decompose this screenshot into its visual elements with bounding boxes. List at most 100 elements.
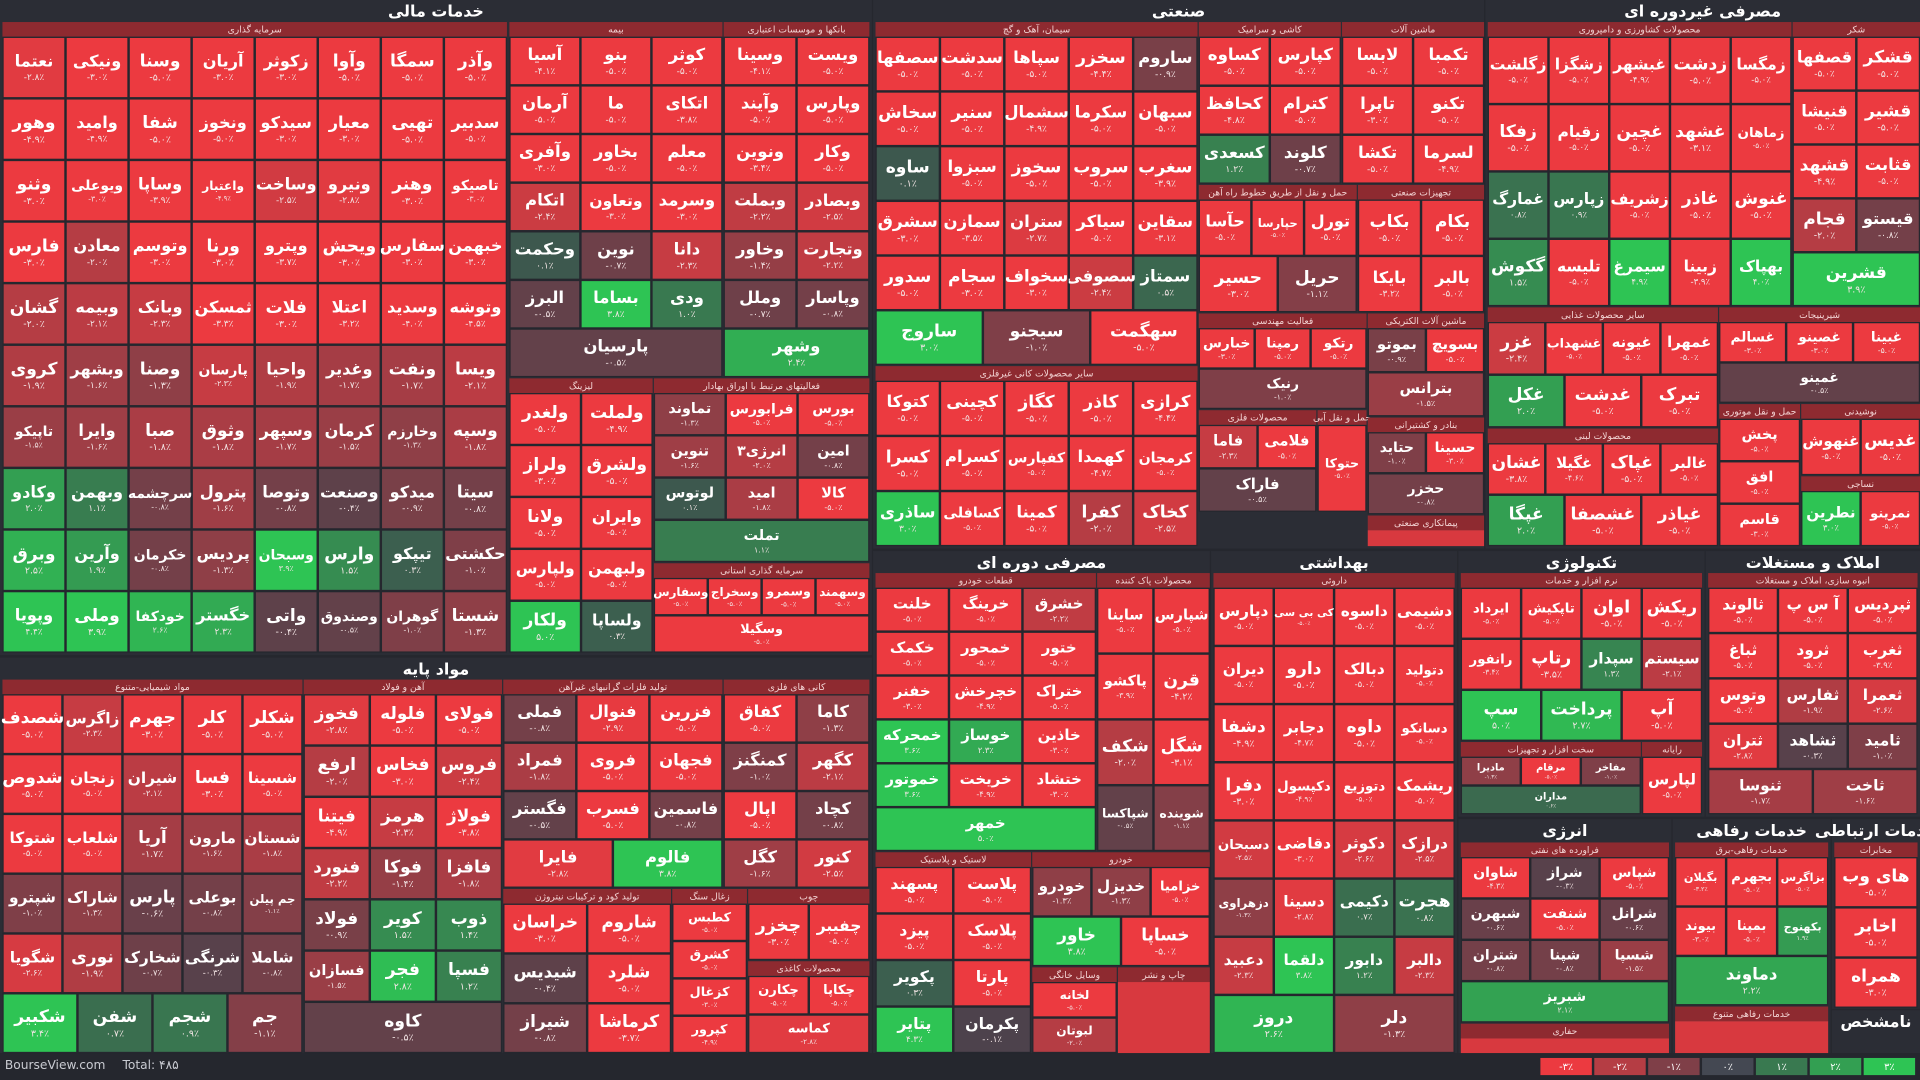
stock-tile <box>948 631 1023 676</box>
stock-ticker: غنوش <box>1735 189 1788 209</box>
stock-change: -۵.۰٪ <box>1796 886 1810 893</box>
stock-tile <box>651 85 723 134</box>
stock-change: -۵.۰٪ <box>903 657 922 667</box>
stock-tile <box>1730 104 1792 172</box>
stock-ticker: فلامی <box>1264 432 1309 449</box>
stock-ticker: وتوشه <box>449 298 501 317</box>
stock-ticker: وآیند <box>741 91 779 113</box>
stock-change: -۵.۰٪ <box>1091 125 1112 135</box>
group-title: شیرینیجات <box>1799 310 1840 321</box>
stock-ticker: دقاضی <box>1277 835 1331 853</box>
stock-ticker: فافزا <box>447 857 492 878</box>
stock-tile <box>1548 171 1610 239</box>
stock-tile <box>128 406 192 468</box>
stock-change: ۰.۱٪ <box>682 503 697 512</box>
stock-change: -۵.۰٪ <box>1438 66 1459 77</box>
stock-tile <box>1394 762 1455 821</box>
stock-change: -۱.۳٪ <box>1485 775 1497 781</box>
stock-tile <box>875 36 940 92</box>
stock-change: -۱.۳٪ <box>1052 896 1071 906</box>
stock-ticker: وسدید <box>387 298 438 317</box>
stock-ticker: هجرت <box>1399 892 1451 912</box>
stock-change: -۱.۰٪ <box>1605 775 1617 781</box>
stock-ticker: آسیا <box>527 43 562 64</box>
stock-change: -۴.۳٪ <box>1487 882 1505 891</box>
stock-ticker: دشیمی <box>1397 602 1452 620</box>
stock-change: -۱.۹٪ <box>23 381 45 392</box>
stock-ticker: تکشا <box>1358 143 1397 162</box>
stock-change: -۵.۰٪ <box>1295 66 1316 77</box>
stock-tile <box>435 848 503 900</box>
stock-ticker: دسینا <box>1283 893 1325 911</box>
group-title: محصولات فلزی <box>1228 413 1288 424</box>
stock-change: -۰.۷٪ <box>143 967 162 977</box>
stock-ticker: امین <box>817 443 850 459</box>
stock-ticker: شراز <box>1546 865 1583 881</box>
group-title: داروئی <box>1321 576 1347 587</box>
stock-tile <box>443 98 507 160</box>
stock-change: -۲.۰٪ <box>753 461 771 470</box>
stock-ticker: وبهمن <box>71 483 123 502</box>
stock-change: -۳.۰٪ <box>535 164 556 174</box>
stock-ticker: تملت <box>744 528 780 544</box>
stock-change: -۲.۶٪ <box>1873 705 1892 715</box>
stock-change: -۴.۴٪ <box>1155 414 1176 424</box>
stock-tile <box>875 675 949 720</box>
stock-tile <box>723 742 797 792</box>
stock-change: -۵.۰٪ <box>1234 621 1253 631</box>
stock-tile <box>948 763 1023 808</box>
stock-tile <box>796 694 870 743</box>
stock-tile <box>939 491 1005 547</box>
group-title: محصولات پاک کننده <box>1115 576 1191 587</box>
stock-tile <box>939 200 1005 256</box>
stock-ticker: سیستم <box>1644 649 1699 667</box>
stock-tile <box>317 344 381 407</box>
stock-tile <box>1708 587 1778 634</box>
stock-change: -۴.۹٪ <box>87 135 108 145</box>
stock-change: -۵.۰٪ <box>213 135 234 145</box>
stock-tile <box>1564 374 1642 428</box>
stock-tile <box>128 159 192 222</box>
stock-change: -۳.۰٪ <box>88 194 106 203</box>
stock-tile <box>191 406 255 468</box>
stock-ticker: وهنر <box>391 175 432 195</box>
stock-ticker: لابسا <box>1357 45 1399 64</box>
stock-tile <box>1367 328 1426 373</box>
stock-tile <box>1719 418 1800 462</box>
stock-change: -۵.۰٪ <box>1172 895 1189 904</box>
stock-tile <box>62 813 123 874</box>
stock-tile <box>948 587 1023 632</box>
stock-ticker: سدشت <box>941 48 1003 68</box>
stock-ticker: وپاسار <box>805 288 859 308</box>
stock-change: -۵.۰٪ <box>465 73 487 84</box>
stock-tile <box>2 993 78 1054</box>
stock-tile <box>1304 199 1357 256</box>
stock-ticker: وآذر <box>457 50 493 72</box>
stock-ticker: دیران <box>1223 660 1265 678</box>
stock-ticker: شکف <box>1102 736 1149 756</box>
stock-tile <box>1801 491 1861 547</box>
stock-change: -۱.۶٪ <box>213 504 234 514</box>
group-header <box>1792 22 1920 37</box>
stock-ticker: انرژی۳ <box>737 443 786 459</box>
stock-ticker: ثفارس <box>1786 686 1839 704</box>
stock-change: ۱.۹٪ <box>1797 935 1809 942</box>
stock-tile <box>723 791 797 840</box>
stock-change: -۰.۵٪ <box>1811 386 1828 395</box>
stock-change: ۰.۱٪ <box>899 179 917 190</box>
stock-change: -۲.۶٪ <box>23 967 42 977</box>
stock-tile <box>651 133 723 183</box>
stock-ticker: شلرد <box>608 961 651 982</box>
stock-change: -۰.۸٪ <box>529 724 550 734</box>
stock-ticker: داسوه <box>1341 602 1388 620</box>
stock-ticker: غشهد <box>1675 122 1725 142</box>
stock-change: -۵.۰٪ <box>1751 76 1771 86</box>
stock-ticker: وسهمند <box>819 585 866 600</box>
stock-change: -۳.۳٪ <box>213 319 234 329</box>
stock-ticker: نوری <box>71 947 114 967</box>
stock-tile <box>1277 255 1357 313</box>
stock-ticker: فالوم <box>645 847 690 866</box>
stock-ticker: ونوین <box>736 142 784 162</box>
stock-change: -۲.۲٪ <box>823 261 843 271</box>
stock-change: -۵.۰٪ <box>702 926 718 934</box>
